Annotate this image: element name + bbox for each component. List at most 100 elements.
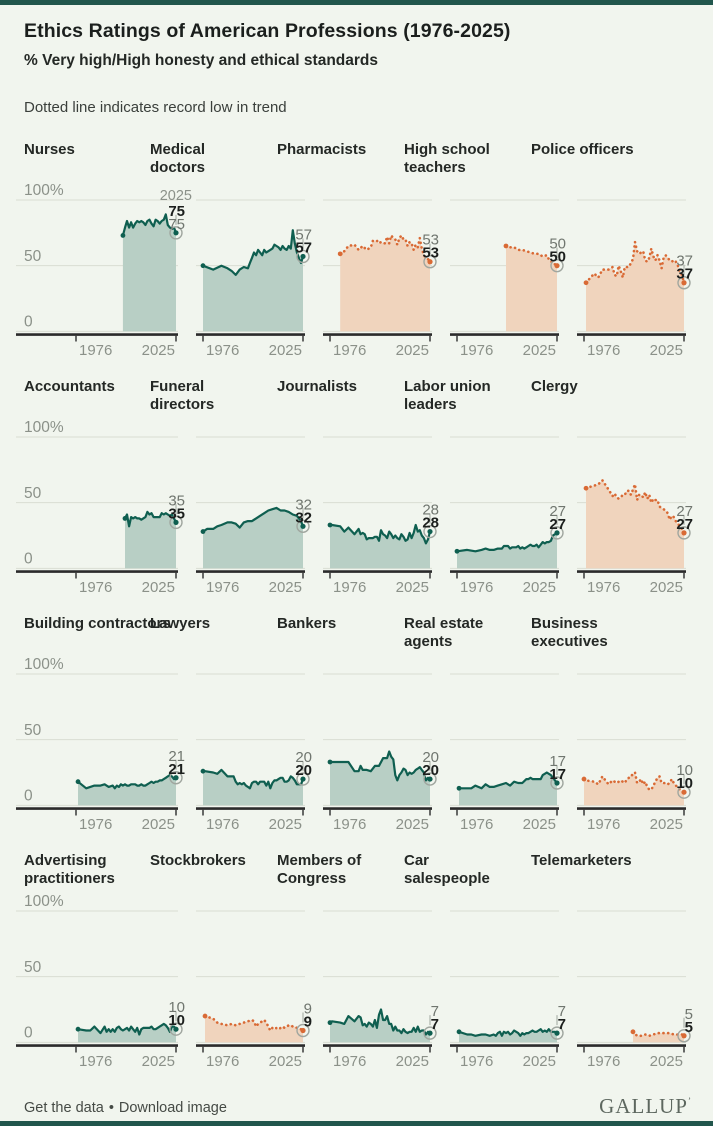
x-tick-label-start: 1976 bbox=[333, 1053, 366, 1070]
value-label-2025: 35 bbox=[168, 505, 185, 522]
mini-chart-car-salespeople: 1976 2025 77 bbox=[450, 910, 566, 1070]
trend-line bbox=[121, 213, 178, 237]
chart-title-police-officers: Police officers bbox=[531, 141, 634, 158]
y-axis-label: 100% bbox=[24, 893, 64, 910]
endpoint-dot bbox=[173, 775, 179, 781]
endpoint-dot bbox=[554, 530, 560, 536]
y-axis-label: 50 bbox=[24, 722, 42, 739]
x-tick-label-start: 1976 bbox=[206, 342, 239, 359]
x-tick-label-end: 2025 bbox=[650, 816, 683, 833]
x-tick-label-start: 1976 bbox=[587, 342, 620, 359]
value-label-gray: 75 bbox=[168, 216, 185, 233]
x-tick-label-end: 2025 bbox=[523, 342, 556, 359]
endpoint-dot bbox=[554, 1030, 560, 1036]
trend-line bbox=[123, 510, 178, 528]
x-tick-label-start: 1976 bbox=[587, 579, 620, 596]
value-label-2025: 17 bbox=[549, 766, 566, 783]
chart-title-real-estate-agents: Real estate agents bbox=[404, 615, 484, 650]
endpoint-dot bbox=[427, 528, 433, 535]
y-axis-label: 100% bbox=[24, 419, 64, 436]
trend-line bbox=[201, 229, 305, 276]
area-fill bbox=[78, 1023, 176, 1043]
year-annotation-2025: 2025 bbox=[160, 188, 192, 204]
endpoint-dot bbox=[427, 259, 433, 265]
value-label-2025: 7 bbox=[431, 1016, 439, 1033]
value-label-gray: 17 bbox=[549, 753, 566, 770]
value-label-gray: 27 bbox=[676, 503, 693, 520]
value-label-2025: 10 bbox=[676, 775, 693, 792]
footer-links: Get the data • Download image bbox=[24, 1100, 227, 1116]
value-label-2025: 10 bbox=[168, 1012, 185, 1029]
endpoint-dot bbox=[681, 280, 687, 286]
y-axis-label: 50 bbox=[24, 485, 42, 502]
value-label-gray: 10 bbox=[676, 762, 693, 779]
value-label-2025: 27 bbox=[549, 516, 566, 533]
trend-line bbox=[457, 771, 559, 790]
small-multiples-grid: Nurses Medical doctors Pharmacists High scho… bbox=[16, 141, 713, 1089]
mini-chart-members-of-congress: 1976 2025 77 bbox=[323, 910, 439, 1070]
trend-line bbox=[76, 1022, 178, 1036]
x-tick-label-start: 1976 bbox=[79, 1053, 112, 1070]
trend-line bbox=[457, 1028, 559, 1037]
x-tick-label-start: 1976 bbox=[460, 1053, 493, 1070]
value-label-gray: 35 bbox=[168, 492, 185, 509]
chart-title-funeral-directors: Funeral directors bbox=[150, 378, 215, 413]
area-fill bbox=[457, 532, 557, 569]
legend-note: Dotted line indicates record low in tren… bbox=[24, 99, 287, 116]
area-fill bbox=[584, 772, 684, 806]
x-tick-label-start: 1976 bbox=[460, 342, 493, 359]
x-tick-label-start: 1976 bbox=[79, 816, 112, 833]
footer-separator: • bbox=[108, 1100, 114, 1116]
y-axis-label: 0 bbox=[24, 1024, 33, 1041]
y-axis-label: 0 bbox=[24, 550, 33, 567]
x-tick-label-start: 1976 bbox=[587, 816, 620, 833]
x-tick-label-end: 2025 bbox=[396, 816, 429, 833]
get-the-data-link[interactable]: Get the data bbox=[24, 1100, 104, 1116]
value-label-gray: 20 bbox=[295, 749, 312, 766]
x-tick-label-start: 1976 bbox=[333, 816, 366, 833]
chart-row-1: Nurses Medical doctors Pharmacists High scho… bbox=[16, 141, 713, 378]
endpoint-dot bbox=[681, 1033, 687, 1039]
y-axis-label: 50 bbox=[24, 959, 42, 976]
trend-line-dotted-record-low bbox=[584, 479, 686, 535]
gallup-logo: GALLUP’ bbox=[599, 1094, 691, 1118]
chart-title-telemarketers: Telemarketers bbox=[531, 852, 632, 869]
value-label-2025: 9 bbox=[304, 1014, 312, 1031]
chart-title-bankers: Bankers bbox=[277, 615, 337, 632]
x-tick-label-end: 2025 bbox=[396, 342, 429, 359]
page-title: Ethics Ratings of American Professions (… bbox=[24, 20, 511, 42]
chart-title-stockbrokers: Stockbrokers bbox=[150, 852, 246, 869]
area-fill bbox=[586, 242, 684, 332]
value-label-gray: 32 bbox=[295, 496, 312, 513]
download-image-link[interactable]: Download image bbox=[118, 1100, 227, 1116]
chart-title-high-school-teachers: High school teachers bbox=[404, 141, 490, 176]
x-tick-label-end: 2025 bbox=[650, 342, 683, 359]
chart-title-members-of-congress: Members of Congress bbox=[277, 852, 362, 887]
area-fill bbox=[586, 480, 684, 569]
value-label-gray: 21 bbox=[168, 748, 185, 765]
value-label-gray: 7 bbox=[558, 1003, 566, 1020]
value-label-gray: 28 bbox=[422, 502, 439, 519]
value-label-2025: 57 bbox=[295, 239, 312, 256]
x-tick-label-end: 2025 bbox=[523, 1053, 556, 1070]
x-tick-label-end: 2025 bbox=[650, 1053, 683, 1070]
area-fill bbox=[330, 1009, 430, 1043]
trend-line bbox=[328, 1008, 432, 1036]
x-tick-label-start: 1976 bbox=[206, 1053, 239, 1070]
x-tick-label-end: 2025 bbox=[396, 579, 429, 596]
chart-row-4: Advertising practitioners Stockbrokers Memb… bbox=[16, 852, 713, 1089]
page-subtitle: % Very high/High honesty and ethical sta… bbox=[24, 52, 378, 69]
x-tick-label-end: 2025 bbox=[650, 579, 683, 596]
y-axis-label: 100% bbox=[24, 656, 64, 673]
chart-row-3: Building contractors Lawyers Bankers Real e… bbox=[16, 615, 713, 852]
